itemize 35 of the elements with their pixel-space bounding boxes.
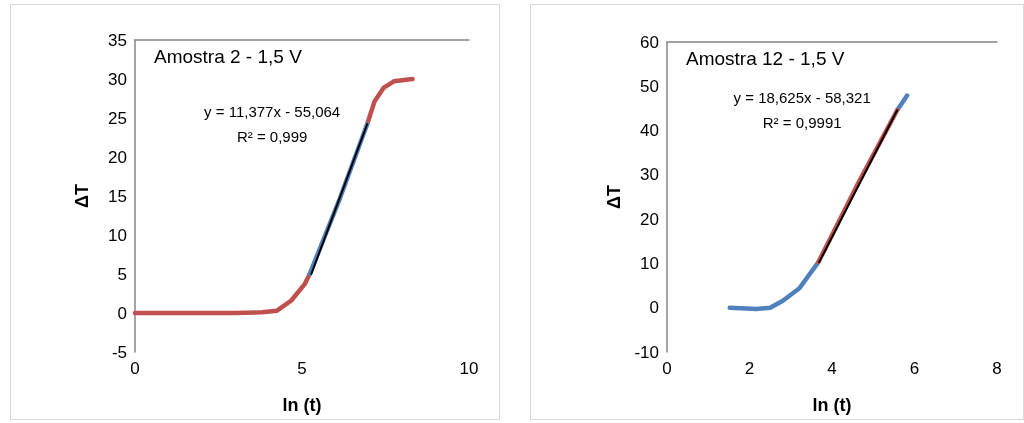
y-tick-label: 10 <box>108 225 127 245</box>
y-tick-label: 25 <box>108 108 127 128</box>
annotation: y = 11,377x - 55,064 <box>204 103 341 121</box>
x-tick-label: 10 <box>459 359 479 378</box>
y-tick-label: 0 <box>649 298 659 318</box>
y-tick-label: 30 <box>108 69 127 89</box>
y-tick-label: 20 <box>108 147 127 167</box>
y-tick-label: 10 <box>640 253 659 273</box>
annotation: y = 18,625x - 58,321 <box>733 89 871 107</box>
y-tick-label: 30 <box>640 165 659 185</box>
y-tick-label: 35 <box>108 30 127 50</box>
x-tick-label: 0 <box>662 359 672 378</box>
chart-title: Amostra 2 - 1,5 V <box>154 46 303 67</box>
y-axis-title: ΔT <box>72 184 92 208</box>
y-tick-label: -10 <box>634 342 659 362</box>
annotation: R² = 0,9991 <box>762 114 842 132</box>
x-tick-label: 8 <box>992 359 1002 378</box>
y-axis-title: ΔT <box>604 185 624 209</box>
y-tick-label: 50 <box>640 76 659 96</box>
y-tick-label: 20 <box>640 209 659 229</box>
y-tick-label: 15 <box>108 186 127 206</box>
x-tick-label: 5 <box>297 359 307 378</box>
y-tick-label: 0 <box>117 303 127 323</box>
chart-title: Amostra 12 - 1,5 V <box>686 48 845 69</box>
x-tick-label: 0 <box>130 359 140 378</box>
y-tick-label: -5 <box>111 342 127 362</box>
x-tick-label: 4 <box>827 359 837 378</box>
x-tick-label: 6 <box>909 359 920 378</box>
x-tick-label: 2 <box>744 359 755 378</box>
x-axis-title: ln (t) <box>812 395 852 415</box>
y-tick-label: 60 <box>640 32 659 52</box>
x-axis-title: ln (t) <box>282 395 322 415</box>
y-tick-label: 40 <box>640 121 659 141</box>
annotation: R² = 0,999 <box>236 128 308 146</box>
y-tick-label: 5 <box>117 264 127 284</box>
